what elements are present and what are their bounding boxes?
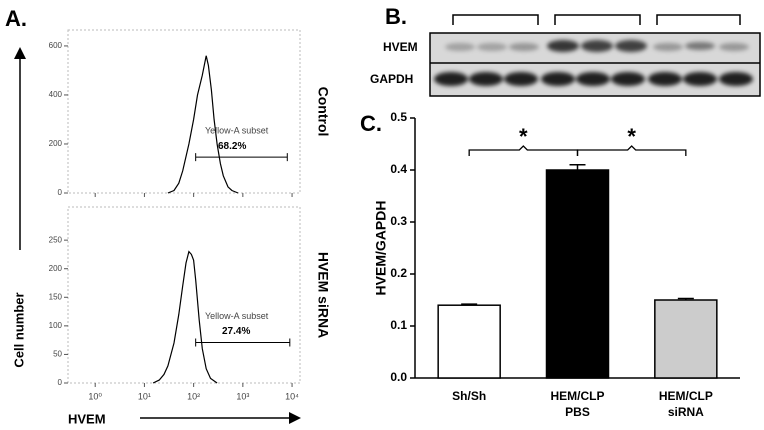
- plot-frame: [67, 206, 301, 384]
- bar: [545, 169, 610, 379]
- error-bar: [461, 303, 478, 306]
- x-tick-label: 10⁰: [88, 391, 102, 401]
- gate: [195, 153, 288, 162]
- panel-side-label: Control: [315, 87, 331, 137]
- gate-label: 68.2%: [218, 141, 246, 152]
- y-tick-label: 0.5: [390, 110, 407, 124]
- x-axis-label: HVEM: [68, 411, 106, 426]
- bar: [437, 304, 501, 379]
- x-tick-label: HEM/CLP: [551, 389, 605, 403]
- x-tick-label: 10²: [187, 391, 200, 401]
- significance-label: *: [627, 124, 636, 149]
- y-tick-label: 400: [49, 90, 63, 99]
- y-tick-label: 0.4: [390, 162, 407, 176]
- error-bar: [677, 297, 694, 300]
- plot-frame: [67, 29, 301, 194]
- significance-label: *: [519, 124, 528, 149]
- x-tick-label: 10¹: [138, 391, 151, 401]
- panel-label: B.: [385, 4, 407, 29]
- y-tick-label: 200: [49, 264, 63, 273]
- x-tick-label: PBS: [565, 405, 590, 419]
- y-tick-label: 0: [58, 378, 63, 387]
- gate: [195, 338, 291, 347]
- y-tick-label: 600: [49, 41, 63, 50]
- histogram-line: [167, 55, 239, 194]
- x-tick-label: Sh/Sh: [452, 389, 486, 403]
- y-tick-label: 0.2: [390, 266, 407, 280]
- y-tick-label: 0.3: [390, 214, 407, 228]
- gate-annotation: Yellow-A subset: [205, 311, 269, 321]
- histogram-line: [152, 250, 218, 384]
- blot-row-label: HVEM: [383, 40, 418, 54]
- y-tick-label: 0: [58, 188, 63, 197]
- x-tick-label: 10³: [236, 391, 249, 401]
- x-tick-label: 10⁴: [285, 391, 299, 401]
- y-tick-label: 200: [49, 139, 63, 148]
- y-tick-label: 150: [49, 292, 63, 301]
- y-tick-label: 50: [53, 350, 62, 359]
- y-tick-label: 0.0: [390, 370, 407, 384]
- gate-annotation: Yellow-A subset: [205, 126, 269, 136]
- gate-label: 27.4%: [222, 326, 250, 337]
- panel-label: A.: [5, 6, 27, 31]
- blot-brackets: [452, 14, 741, 25]
- y-axis-label: HVEM/GAPDH: [373, 201, 389, 296]
- western-blot: [429, 32, 761, 97]
- y-tick-label: 0.1: [390, 318, 407, 332]
- error-bar: [569, 164, 586, 170]
- panel-label: C.: [360, 111, 382, 136]
- significance-bracket: [576, 145, 687, 156]
- y-axis-label: Cell number: [11, 292, 26, 367]
- panel-side-label: HVEM siRNA: [315, 252, 331, 338]
- x-tick-label: siRNA: [668, 405, 704, 419]
- y-tick-label: 250: [49, 235, 63, 244]
- bar: [654, 299, 718, 379]
- x-tick-label: HEM/CLP: [659, 389, 713, 403]
- y-tick-label: 100: [49, 321, 63, 330]
- blot-row-label: GAPDH: [370, 72, 413, 86]
